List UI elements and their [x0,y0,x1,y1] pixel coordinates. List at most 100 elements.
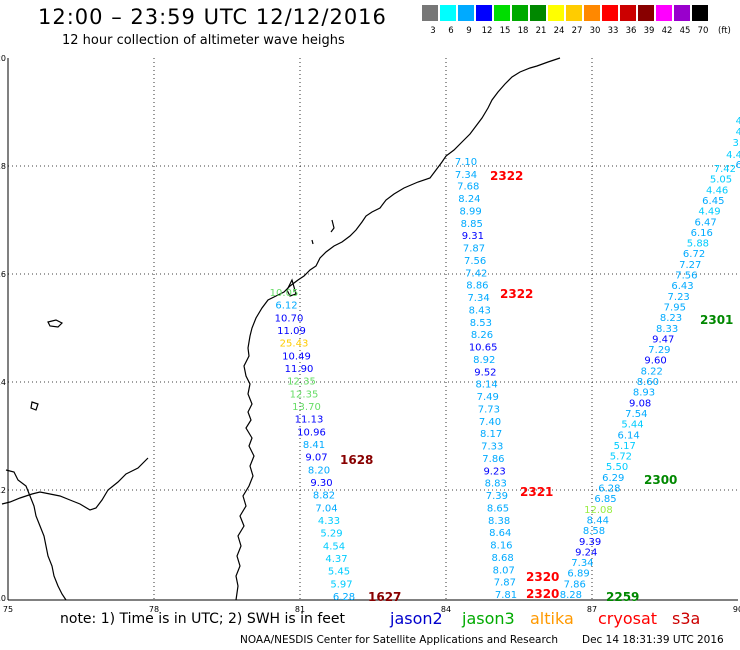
island [330,219,335,233]
coastline [5,469,67,601]
wave-height-value: 6 [736,160,740,171]
coastline [1,457,149,511]
wave-height-value: 8.93 [633,388,655,399]
wave-height-value: 7.34 [467,293,489,304]
wave-height-value: 4.37 [325,554,347,565]
wave-height-value: 8.26 [471,330,493,341]
wave-height-value: 9.24 [575,547,597,558]
credit-line: NOAA/NESDIS Center for Satellite Applica… [240,634,558,646]
wave-height-value: 7.33 [481,442,503,453]
scale-label: 24 [553,26,565,36]
scale-swatch [638,5,654,21]
wave-height-value: 7.40 [479,417,501,428]
scale-label: 33 [607,26,619,36]
scale-swatch [620,5,636,21]
wave-height-value: 8.86 [466,281,488,292]
wave-height-value: 8.16 [490,541,512,552]
wave-height-value: 7.81 [495,590,517,601]
pass-time-label: 2301 [700,313,733,327]
longitude-label: 87 [587,605,597,614]
wave-height-value: 8.38 [488,516,510,527]
wave-height-value: 8.14 [475,380,497,391]
scale-swatch [566,5,582,21]
scale-swatch [692,5,708,21]
pass-time-label: 2320 [526,587,559,601]
wave-height-value: 6.28 [598,484,620,495]
wave-height-value: 7.73 [478,404,500,415]
wave-height-value: 6.85 [594,494,616,505]
wave-height-value: 9.08 [629,398,651,409]
satellite-s3a: s3a [672,609,701,628]
wave-height-value: 8.44 [587,515,609,526]
scale-swatch [674,5,690,21]
wave-height-value: 7.34 [571,558,593,569]
latitude-label: 16 [0,270,6,279]
scale-label: 39 [643,26,655,36]
wave-height-value: 7.23 [668,292,690,303]
wave-height-value: 11.09 [277,326,306,337]
scale-swatch [422,5,438,21]
scale-label: 42 [661,26,673,36]
scale-swatch [440,5,456,21]
wave-height-value: 8.65 [487,503,509,514]
wave-height-value: 8.17 [480,429,502,440]
wave-height-value: 9.52 [474,367,496,378]
longitude-label: 75 [3,605,13,614]
latitude-label: 10 [0,594,6,603]
pass-time-label: 2259 [606,590,639,604]
scale-swatch [584,5,600,21]
wave-height-value: 12.35 [290,389,319,400]
wave-height-value: 8.20 [308,465,330,476]
scale-label: 3 [430,26,436,36]
scale-swatch [494,5,510,21]
wave-height-value: 7.95 [664,302,686,313]
wave-height-value: 10.96 [297,427,326,438]
wave-height-value: 12.35 [287,377,316,388]
latitude-label: 18 [0,162,6,171]
wave-height-value: 9.30 [310,478,332,489]
wave-height-value: 8.41 [303,440,325,451]
longitude-label: 90 [733,605,740,614]
wave-height-value: 8.23 [660,313,682,324]
wave-height-value: 9.23 [483,466,505,477]
wave-height-value: 6.72 [683,249,705,260]
wave-height-value: 4 [736,116,740,127]
wave-height-value: 8.99 [459,206,481,217]
scale-label: 45 [679,26,691,36]
scale-label: 6 [448,26,454,36]
scale-label: 9 [466,26,472,36]
wave-height-value: 8.24 [458,194,480,205]
wave-height-value: 8.83 [485,479,507,490]
wave-height-value: 8.60 [637,377,659,388]
scale-swatch [548,5,564,21]
wave-height-value: 5.45 [328,567,350,578]
wave-height-value: 9.47 [652,334,674,345]
map-title: 12:00 – 23:59 UTC 12/12/2016 [38,5,387,29]
wave-height-value: 13.70 [292,402,321,413]
wave-height-value: 6.16 [691,228,713,239]
scale-label: 30 [589,26,601,36]
wave-height-value: 5.88 [687,239,709,250]
wave-height-value: 7.56 [464,256,486,267]
wave-height-value: 8.58 [583,526,605,537]
scale-label: 15 [499,26,511,36]
latitude-label: 14 [0,378,6,387]
wave-height-value: 6.47 [694,217,716,228]
wave-height-value: 3. [732,138,740,149]
wave-height-value: 8.64 [489,528,511,539]
wave-height-value: 8.28 [560,590,582,601]
wave-height-value: 5.44 [621,420,643,431]
scale-label: 21 [535,26,547,36]
scale-label: 18 [517,26,529,36]
scale-swatch [476,5,492,21]
wave-height-value: 7.04 [315,503,337,514]
pass-time-label: 2320 [526,570,559,584]
wave-height-value: 5.72 [610,452,632,463]
wave-height-value: 7.39 [486,491,508,502]
longitude-label: 84 [441,605,451,614]
wave-height-value: 12.08 [584,505,613,516]
wave-height-value: 4.33 [318,516,340,527]
scale-swatch [458,5,474,21]
wave-height-value: 7.49 [477,392,499,403]
